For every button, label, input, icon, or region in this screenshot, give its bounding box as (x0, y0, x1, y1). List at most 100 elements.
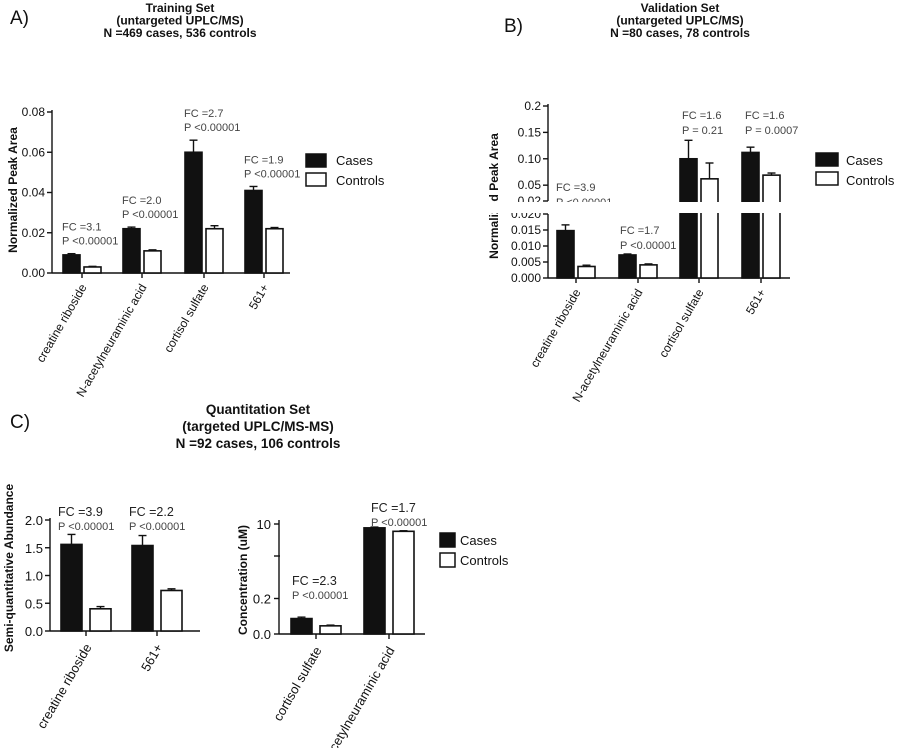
legend-label-cases-a: Cases (336, 153, 373, 168)
legend-swatch-controls-a (305, 172, 327, 187)
y-tick-label-b: 0.2 (524, 99, 541, 113)
bar-cases-b (741, 151, 760, 279)
y-tick-label-b: 0.010 (511, 239, 541, 253)
fc-annotation-a: FC =1.9 (244, 154, 283, 166)
y-tick-label-c1: 1.5 (25, 541, 43, 556)
legend-label-cases-c: Cases (460, 533, 497, 548)
legend-label-controls-b: Controls (846, 173, 895, 188)
bar-controls-a (265, 227, 284, 274)
bar-cases-c2 (290, 617, 313, 635)
y-tick-label-c2: 0.0 (253, 627, 271, 642)
bar-controls-c2 (392, 530, 415, 635)
y-tick-label-a: 0.08 (22, 105, 46, 119)
p-annotation-a: P <0.00001 (122, 209, 178, 221)
y-tick-label-b: 0.05 (518, 178, 542, 192)
p-annotation-b: P <0.00001 (620, 240, 676, 252)
fc-annotation-c2: FC =1.7 (371, 501, 416, 515)
y-tick-label-c1: 0.0 (25, 624, 43, 639)
bar-cases-b (618, 254, 637, 279)
chart-title-b-line: Validation Set (641, 1, 720, 15)
bar-controls-b (577, 265, 596, 279)
fc-annotation-c1: FC =2.2 (129, 505, 174, 519)
legend-label-controls-c: Controls (460, 553, 509, 568)
p-annotation-a: P <0.00001 (62, 236, 118, 248)
category-label-c1: 561+ (138, 641, 166, 674)
y-tick-label-a: 0.06 (22, 145, 46, 159)
p-annotation-a: P <0.00001 (244, 168, 300, 180)
y-tick-label-b: 0.015 (511, 223, 541, 237)
y-tick-label-c1: 2.0 (25, 513, 43, 528)
axis-break-gap-b (400, 202, 820, 213)
y-tick-label-c2: 10 (257, 517, 271, 532)
chart-title-c-line: Quantitation Set (206, 402, 311, 417)
p-annotation-b: P = 0.0007 (745, 125, 798, 137)
category-label-a: creatine riboside (33, 281, 89, 365)
legend-label-cases-b: Cases (846, 153, 883, 168)
chart-title-c-line: (targeted UPLC/MS-MS) (182, 419, 334, 434)
bar-controls-a (205, 227, 224, 274)
bar-cases-b (679, 157, 698, 279)
y-tick-label-b: 0.000 (511, 271, 541, 285)
fc-annotation-a: FC =3.1 (62, 222, 101, 234)
bar-cases-a (244, 189, 263, 274)
fc-annotation-b: FC =3.9 (556, 182, 595, 194)
legend-swatch-cases-c (439, 532, 456, 548)
bar-controls-b (700, 178, 719, 279)
chart-title-b-line: (untargeted UPLC/MS) (616, 14, 743, 28)
p-annotation-c1: P <0.00001 (129, 521, 185, 533)
p-annotation-a: P <0.00001 (184, 122, 240, 134)
legend-swatch-controls-b (815, 171, 839, 186)
y-tick-label-b: 0.005 (511, 255, 541, 269)
bar-controls-b (762, 174, 781, 279)
y-axis-label-b: Normalized Peak Area (487, 133, 501, 259)
chart-title-a-line: (untargeted UPLC/MS) (116, 14, 243, 28)
fc-annotation-a: FC =2.0 (122, 195, 161, 207)
panel-label-b: B) (504, 16, 523, 37)
p-annotation-c2: P <0.00001 (292, 590, 348, 602)
y-axis-label-c1: Semi-quantitative Abundance (2, 484, 16, 653)
y-tick-label-c2: 0.2 (253, 592, 271, 607)
chart-title-a-line: N =469 cases, 536 controls (103, 26, 256, 40)
chart-title-c-line: N =92 cases, 106 controls (176, 436, 341, 451)
category-label-c2: N-acetylneuraminic acid (315, 644, 397, 748)
legend-label-controls-a: Controls (336, 173, 385, 188)
bar-cases-a (122, 227, 141, 274)
category-label-b: N-acetylneuraminic acid (569, 287, 645, 405)
category-label-a: N-acetylneuraminic acid (73, 282, 149, 400)
panel-label-a: A) (10, 8, 29, 29)
fc-annotation-b: FC =1.7 (620, 225, 659, 237)
bar-controls-c1 (160, 589, 183, 632)
fc-annotation-c2: FC =2.3 (292, 574, 337, 588)
bar-cases-a (62, 254, 81, 274)
category-label-b: 561+ (743, 287, 769, 317)
chart-title-a-line: Training Set (146, 1, 215, 15)
category-label-a: cortisol sulfate (161, 281, 212, 355)
y-tick-label-a: 0.04 (22, 186, 46, 200)
y-tick-label-c1: 0.5 (25, 596, 43, 611)
y-tick-label-c1: 1.0 (25, 569, 43, 584)
bar-cases-b (556, 229, 575, 279)
category-label-b: cortisol sulfate (656, 286, 707, 360)
bar-controls-a (143, 250, 162, 274)
y-tick-label-a: 0.00 (22, 266, 46, 280)
bar-controls-c2 (319, 625, 342, 635)
legend-swatch-cases-b (815, 152, 839, 167)
fc-annotation-c1: FC =3.9 (58, 505, 103, 519)
legend-swatch-cases-a (305, 153, 327, 168)
bar-cases-a (184, 151, 203, 274)
fc-annotation-b: FC =1.6 (745, 110, 784, 122)
y-axis-label-a: Normalized Peak Area (6, 127, 20, 253)
bar-controls-a (83, 266, 102, 274)
bar-cases-c1 (60, 543, 83, 632)
y-tick-label-b: 0.10 (518, 152, 542, 166)
bar-controls-c1 (89, 607, 112, 632)
category-label-b: creatine riboside (527, 286, 583, 370)
y-axis-label-c2: Concentration (uM) (236, 525, 250, 635)
p-annotation-c2: P <0.00001 (371, 517, 427, 529)
p-annotation-b: P = 0.21 (682, 125, 723, 137)
category-label-a: 561+ (246, 282, 272, 312)
y-tick-label-b: 0.15 (518, 125, 542, 139)
category-label-c1: creatine riboside (34, 641, 95, 731)
p-annotation-c1: P <0.00001 (58, 521, 114, 533)
bar-cases-c2 (363, 527, 386, 635)
